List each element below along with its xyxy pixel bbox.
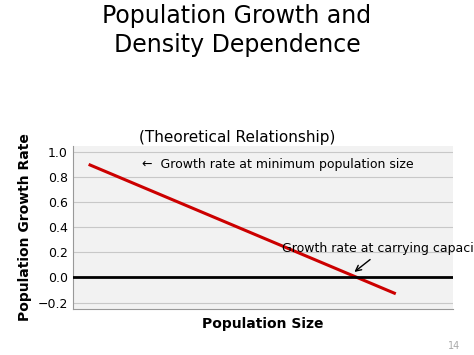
Text: Growth rate at carrying capacity: Growth rate at carrying capacity bbox=[282, 242, 474, 271]
X-axis label: Population Size: Population Size bbox=[202, 317, 324, 331]
Y-axis label: Population Growth Rate: Population Growth Rate bbox=[18, 133, 32, 321]
Text: Population Growth and
Density Dependence: Population Growth and Density Dependence bbox=[102, 4, 372, 57]
Text: (Theoretical Relationship): (Theoretical Relationship) bbox=[139, 130, 335, 144]
Text: 14: 14 bbox=[447, 342, 460, 351]
Text: ←  Growth rate at minimum population size: ← Growth rate at minimum population size bbox=[142, 158, 413, 171]
